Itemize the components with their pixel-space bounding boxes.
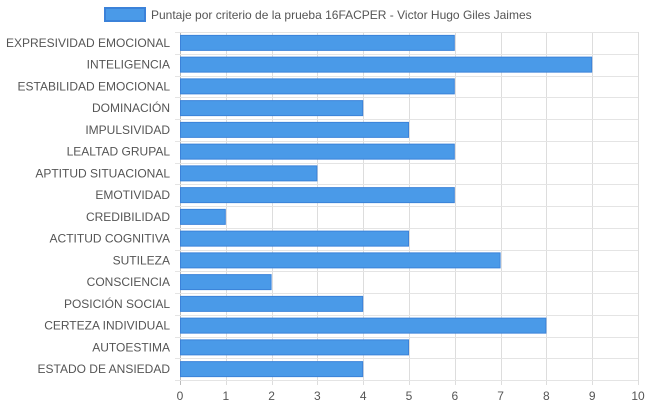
x-tick-label: 8 bbox=[543, 389, 550, 403]
category-label: ACTITUD COGNITIVA bbox=[50, 232, 170, 246]
category-label: IMPULSIVIDAD bbox=[85, 123, 170, 137]
bar[interactable] bbox=[180, 121, 409, 138]
bar[interactable] bbox=[180, 56, 593, 73]
x-tick-label: 7 bbox=[497, 389, 504, 403]
x-tick-label: 1 bbox=[222, 389, 229, 403]
bar[interactable] bbox=[180, 317, 547, 334]
x-tick-label: 4 bbox=[360, 389, 367, 403]
bars bbox=[180, 34, 593, 378]
x-tick-label: 2 bbox=[268, 389, 275, 403]
category-label: POSICIÓN SOCIAL bbox=[64, 296, 170, 311]
x-tick-label: 10 bbox=[631, 389, 645, 403]
category-label: DOMINACIÓN bbox=[92, 100, 170, 115]
category-label: CERTEZA INDIVIDUAL bbox=[44, 319, 170, 333]
category-label: INTELIGENCIA bbox=[87, 58, 170, 72]
category-labels: EXPRESIVIDAD EMOCIONAL INTELIGENCIA ESTABI… bbox=[6, 36, 170, 376]
category-label: EXPRESIVIDAD EMOCIONAL bbox=[6, 36, 170, 50]
bar[interactable] bbox=[180, 143, 455, 160]
x-tick-label: 0 bbox=[177, 389, 184, 403]
bar[interactable] bbox=[180, 230, 409, 247]
bar[interactable] bbox=[180, 34, 455, 51]
category-label: ESTADO DE ANSIEDAD bbox=[38, 362, 171, 376]
bar[interactable] bbox=[180, 78, 455, 95]
bar[interactable] bbox=[180, 339, 409, 356]
bar[interactable] bbox=[180, 252, 501, 269]
x-tick-label: 3 bbox=[314, 389, 321, 403]
bar[interactable] bbox=[180, 295, 364, 312]
legend-label: Puntaje por criterio de la prueba 16FACP… bbox=[151, 8, 532, 22]
category-label: EMOTIVIDAD bbox=[95, 188, 170, 202]
category-label: APTITUD SITUACIONAL bbox=[35, 166, 170, 180]
chart-legend[interactable]: Puntaje por criterio de la prueba 16FACP… bbox=[104, 7, 532, 22]
x-tick-label: 5 bbox=[406, 389, 413, 403]
category-label: CONSCIENCIA bbox=[87, 275, 170, 289]
category-label: AUTOESTIMA bbox=[92, 340, 170, 354]
bar[interactable] bbox=[180, 361, 364, 378]
category-label: LEALTAD GRUPAL bbox=[67, 145, 171, 159]
bar[interactable] bbox=[180, 274, 272, 291]
x-tick-label: 9 bbox=[589, 389, 596, 403]
category-label: ESTABILIDAD EMOCIONAL bbox=[18, 79, 171, 93]
bar[interactable] bbox=[180, 187, 455, 204]
bar[interactable] bbox=[180, 100, 364, 117]
category-label: SUTILEZA bbox=[113, 253, 170, 267]
category-label: CREDIBILIDAD bbox=[86, 210, 170, 224]
x-tick-label: 6 bbox=[451, 389, 458, 403]
legend-swatch bbox=[104, 7, 146, 22]
x-tick-labels: 0 1 2 3 4 5 6 7 8 9 10 bbox=[177, 389, 645, 403]
bar[interactable] bbox=[180, 208, 226, 225]
bar[interactable] bbox=[180, 165, 318, 182]
